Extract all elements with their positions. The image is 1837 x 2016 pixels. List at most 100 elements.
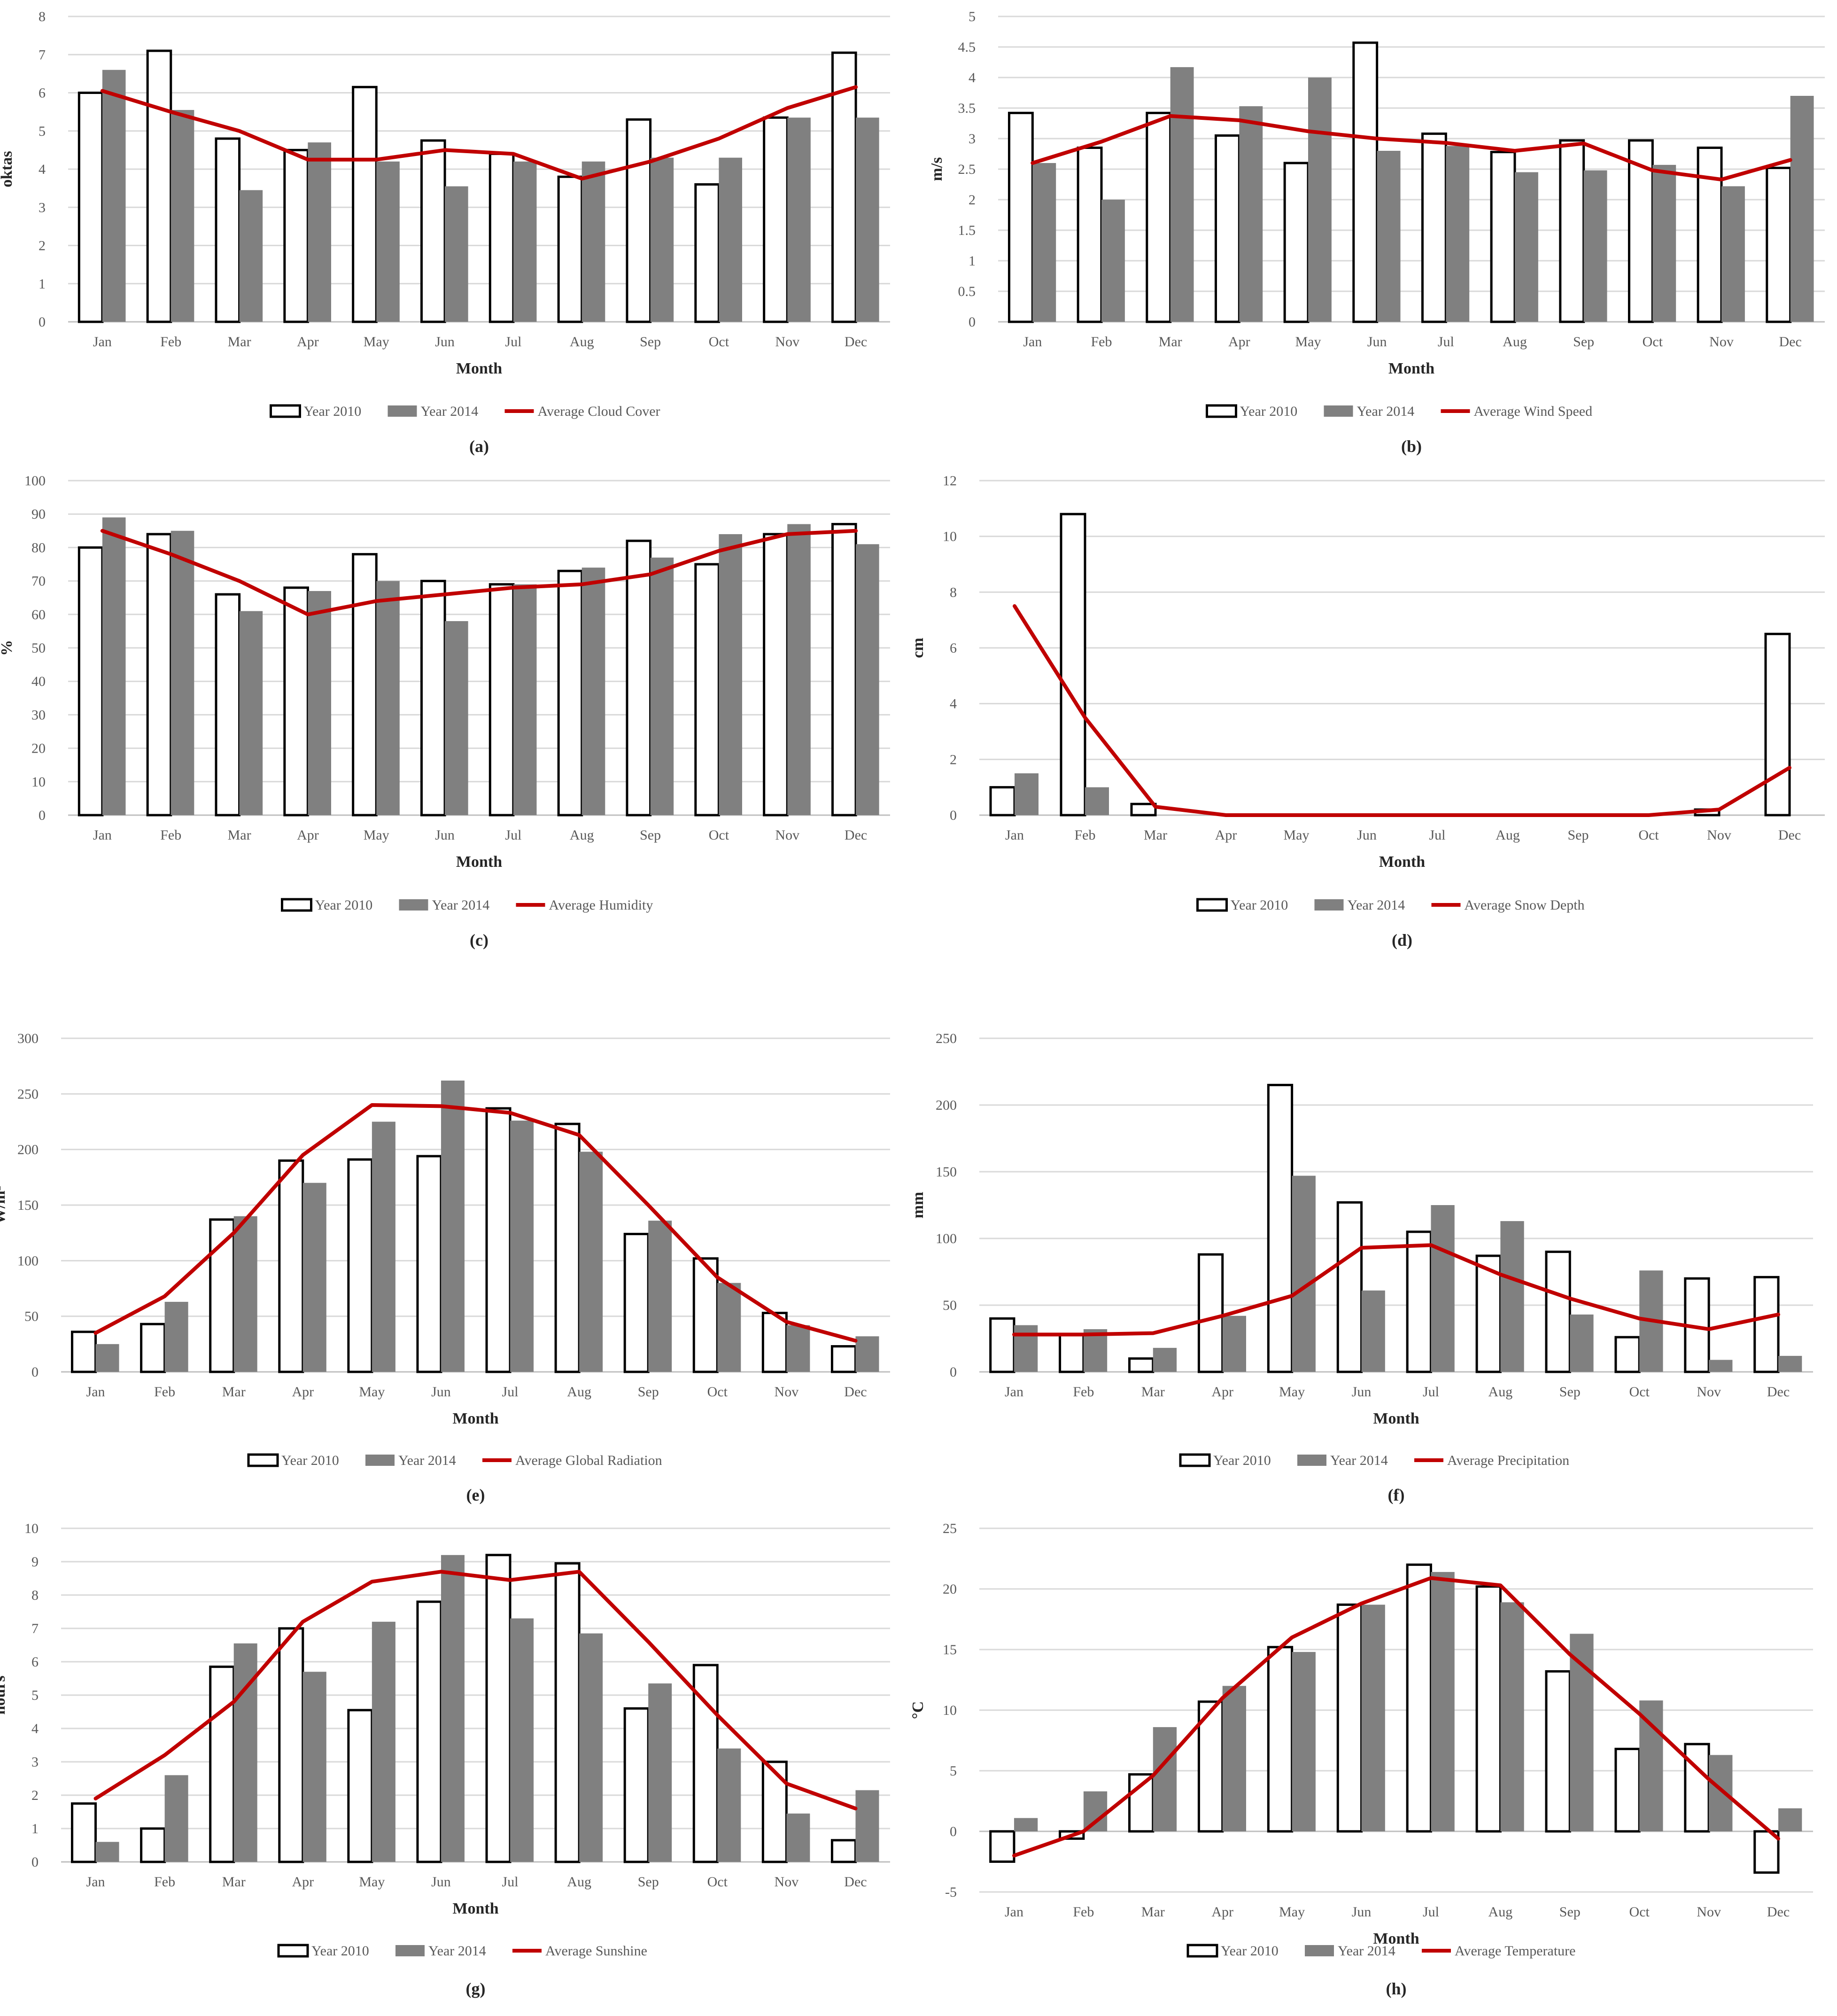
x-tick-label: Mar — [1144, 827, 1167, 843]
bar-year-2014 — [719, 534, 742, 815]
x-tick-label: May — [1279, 1904, 1305, 1920]
bar-year-2010 — [989, 1830, 1015, 1863]
bar-year-2014 — [233, 1216, 257, 1372]
bar-year-2010 — [1753, 1276, 1780, 1373]
bar-year-2014 — [1500, 1221, 1524, 1372]
bar-year-2010 — [623, 1233, 650, 1373]
y-tick-label: 4 — [969, 70, 976, 86]
x-axis-title: Month — [452, 1900, 498, 1917]
bar-year-2010 — [278, 1159, 304, 1373]
x-tick-label: Sep — [1559, 1904, 1581, 1920]
x-tick-label: Feb — [154, 1874, 175, 1890]
y-tick-label: 10 — [943, 529, 957, 545]
bar-year-2014 — [856, 544, 879, 815]
x-tick-label: Feb — [1073, 1384, 1094, 1400]
bar-year-2014 — [1583, 170, 1607, 322]
legend-label: Year 2014 — [428, 1943, 486, 1959]
bar-year-2010 — [1059, 1333, 1085, 1373]
y-tick-label: 8 — [39, 9, 46, 24]
bar-year-2010 — [1545, 1670, 1571, 1833]
x-tick-label: Aug — [1496, 827, 1520, 843]
y-tick-label: 20 — [31, 741, 46, 756]
x-tick-label: May — [359, 1874, 385, 1890]
x-tick-label: Nov — [1709, 334, 1734, 350]
legend-label: Year 2014 — [421, 404, 479, 419]
bar-year-2014 — [445, 186, 468, 322]
bar-year-2014 — [648, 1683, 672, 1862]
bar-year-2014 — [717, 1748, 741, 1862]
bar-year-2014 — [95, 1344, 119, 1372]
y-tick-label: 2 — [39, 238, 46, 254]
y-tick-label: 9 — [31, 1554, 39, 1570]
legend-swatch-year-2014 — [388, 405, 417, 417]
bar-year-2014 — [1721, 186, 1745, 322]
bar-year-2010 — [485, 1107, 512, 1373]
bar-year-2014 — [1709, 1755, 1733, 1831]
y-axis-title: hours — [0, 1675, 8, 1714]
bar-year-2014 — [308, 142, 331, 322]
legend-swatch-year-2014 — [1297, 1455, 1326, 1466]
average-line — [93, 1570, 858, 1811]
bar-year-2014 — [441, 1555, 465, 1862]
bar-year-2010 — [1614, 1748, 1641, 1833]
y-tick-label: 300 — [17, 1031, 39, 1046]
x-tick-label: May — [364, 334, 389, 350]
bar-year-2010 — [989, 1317, 1015, 1373]
y-tick-label: 3.5 — [958, 101, 976, 116]
x-tick-label: Apr — [1228, 334, 1250, 350]
y-axis-title: oktas — [0, 151, 16, 187]
bar-year-2010 — [215, 137, 241, 323]
y-tick-label: 3 — [31, 1754, 39, 1770]
bar-year-2010 — [1128, 1357, 1155, 1373]
bar-year-2010 — [626, 539, 652, 817]
bar-year-2010 — [623, 1707, 650, 1863]
x-tick-label: Feb — [160, 827, 181, 843]
bar-year-2014 — [855, 1336, 879, 1372]
bar-year-2014 — [1292, 1175, 1316, 1372]
x-tick-label: Aug — [1488, 1904, 1513, 1920]
x-tick-label: Mar — [222, 1874, 246, 1890]
x-tick-label: Aug — [570, 827, 594, 843]
bar-year-2014 — [1515, 172, 1538, 322]
chart-panel-7: 0 1 2 3 4 5 6 7 8 9 10 Jan Feb Mar Apr May Jun Jul Aug Sep O… — [0, 1521, 890, 1998]
y-tick-label: 15 — [943, 1642, 957, 1658]
x-tick-label: Aug — [1503, 334, 1527, 350]
x-tick-label: Jan — [1005, 827, 1024, 843]
panel-caption: (g) — [466, 1979, 486, 1998]
bar-year-2014 — [650, 557, 674, 815]
legend-label: Year 2010 — [1221, 1943, 1279, 1959]
bar-year-2010 — [1684, 1743, 1710, 1833]
legend-label: Year 2014 — [1348, 897, 1405, 913]
bar-year-2010 — [1267, 1646, 1294, 1833]
y-tick-label: 10 — [24, 1521, 39, 1536]
legend-swatch-year-2010 — [281, 898, 312, 912]
panel-caption: (c) — [470, 931, 488, 950]
bar-year-2010 — [1766, 166, 1792, 323]
bar-year-2010 — [554, 1122, 581, 1373]
y-axis-title: mm — [909, 1192, 927, 1219]
x-tick-label: Jul — [505, 334, 521, 350]
x-axis-title: Month — [456, 360, 502, 377]
y-tick-label: 90 — [31, 506, 46, 522]
x-tick-label: Sep — [640, 334, 661, 350]
average-line — [1012, 1243, 1780, 1337]
x-tick-label: May — [1279, 1384, 1305, 1400]
average-line — [100, 529, 858, 616]
chart-panel-6: 0 50 100 150 200 250 Jan Feb Mar Apr May Jun Jul Aug S… — [909, 1031, 1813, 1504]
y-axis-title: % — [0, 640, 16, 656]
bar-year-2014 — [1446, 146, 1470, 322]
y-tick-label: 40 — [31, 674, 46, 689]
bar-year-2014 — [513, 161, 537, 322]
legend-label: Year 2010 — [1240, 404, 1298, 419]
x-tick-label: Oct — [707, 1874, 728, 1890]
x-tick-label: Feb — [1075, 827, 1096, 843]
x-tick-label: Nov — [775, 334, 799, 350]
bar-year-2014 — [579, 1152, 603, 1372]
x-tick-label: Aug — [1488, 1384, 1513, 1400]
legend-swatch-year-2010 — [1179, 1453, 1211, 1467]
y-tick-label: 2 — [969, 192, 976, 208]
bar-year-2010 — [557, 569, 583, 817]
bar-year-2014 — [648, 1221, 672, 1372]
y-tick-label: 0 — [39, 808, 46, 823]
bar-year-2014 — [855, 1790, 879, 1862]
